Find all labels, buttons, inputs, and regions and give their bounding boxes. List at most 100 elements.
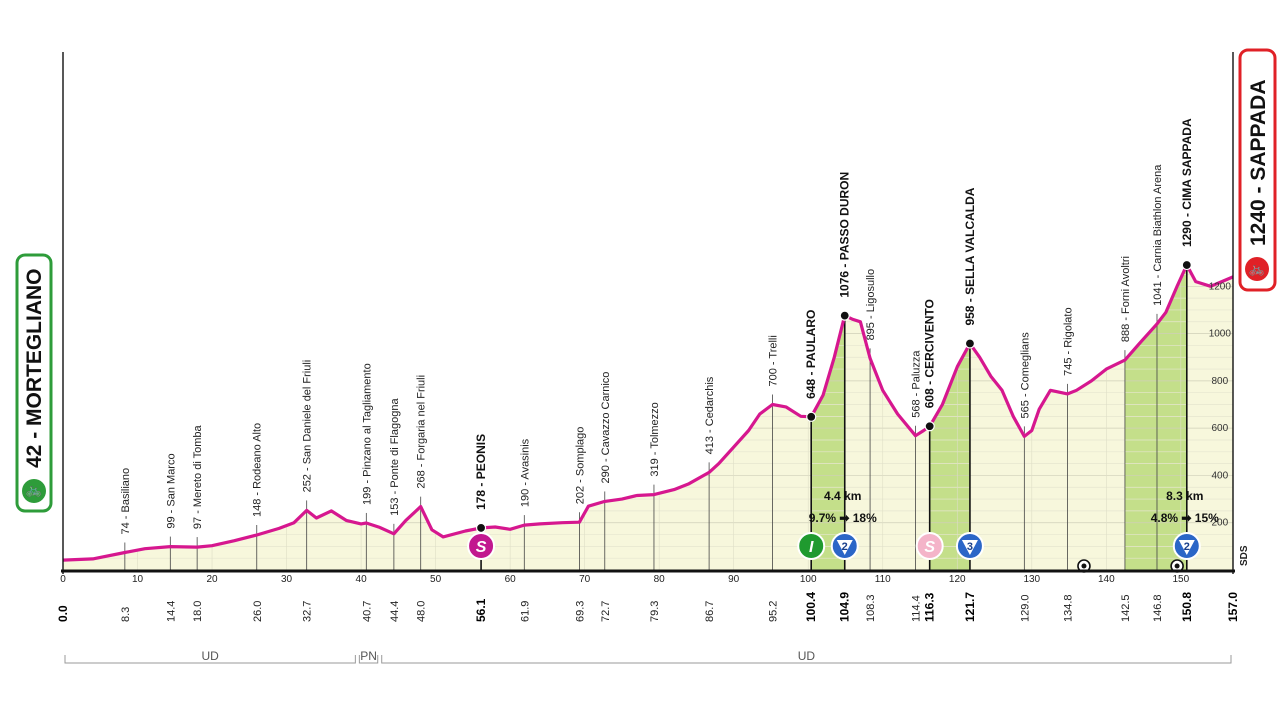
waypoint-label: 700 - Trelli: [767, 335, 779, 386]
start-cyclist-icon: [22, 479, 46, 503]
province-bracket: [358, 655, 379, 664]
intermediate-marker-label: I: [809, 539, 814, 556]
km-tick-label: 70: [579, 574, 591, 585]
sprint-marker-label: S: [924, 539, 935, 556]
waypoint-label: 958 - SELLA VALCALDA: [963, 187, 977, 325]
waypoint-label: 268 - Forgaria nel Friuli: [416, 375, 428, 489]
elevation-tick-label: 800: [1211, 376, 1228, 387]
climb-distance: 8.3 km: [1166, 489, 1203, 503]
waypoint-label: 745 - Rigolato: [1063, 307, 1075, 376]
badges-layer: 🚲 42 - MORTEGLIANO 🚲 1240 - SAPPADA: [15, 48, 1277, 513]
waypoint-label: 648 - PAULARO: [804, 310, 818, 399]
waypoint-label: 895 - Ligosullo: [865, 269, 877, 341]
waypoint-km-label: 26.0: [252, 601, 264, 622]
waypoint-label: 153 - Ponte di Flagogna: [389, 398, 401, 516]
waypoint-label: 74 - Basiliano: [120, 468, 132, 535]
waypoint-km-label: 146.8: [1152, 594, 1164, 622]
waypoint-label: 178 - PEONIS: [474, 434, 488, 510]
waypoint-dot: [839, 310, 850, 321]
km-tick-label: 60: [505, 574, 517, 585]
climb-shaded-area: [1124, 265, 1187, 570]
waypoint-labels-layer: 74 - Basiliano 99 - San Marco 97 - Mereto …: [120, 118, 1194, 534]
waypoint-dot: [964, 338, 976, 349]
province-label: UD: [202, 649, 220, 663]
waypoint-label: 1076 - PASSO DURON: [838, 172, 852, 298]
waypoint-label: 413 - Cedarchis: [704, 376, 716, 454]
waypoint-label: 1290 - CIMA SAPPADA: [1180, 118, 1194, 247]
climb-shaded-area: [929, 343, 970, 570]
finish-cyclist-icon: [1245, 257, 1269, 281]
province-bracket: [64, 655, 356, 664]
waypoint-label: 97 - Mereto di Tomba: [192, 424, 204, 529]
km-tick-label: 10: [132, 574, 144, 585]
gpm-triangle: [961, 540, 978, 555]
waypoint-label: 199 - Pinzano al Tagliamento: [361, 363, 373, 505]
waypoint-label: 565 - Comeglians: [1019, 332, 1031, 419]
waypoint-km-label: 121.7: [963, 592, 977, 622]
start-badge-frame: [15, 253, 53, 513]
waypoint-km-label: 116.3: [923, 592, 937, 622]
waypoint-km-label: 129.0: [1019, 594, 1031, 622]
km-tick-label: 0: [60, 574, 66, 585]
finish-badge-frame: [1238, 48, 1277, 292]
elevation-tick-label: 1200: [1209, 281, 1232, 292]
waypoint-km-label: 40.7: [361, 601, 373, 622]
gpm-category: 3: [967, 541, 973, 553]
waypoint-label: 1041 - Carnia Biathlon Arena: [1152, 164, 1164, 306]
profile-fill-layer: [63, 265, 1233, 570]
province-label: UD: [798, 649, 816, 663]
finish-km-label: 157.0: [1226, 592, 1240, 622]
tunnel-icon-core: [1081, 563, 1087, 569]
waypoint-dot: [806, 411, 817, 422]
gpm-triangle: [836, 540, 853, 555]
km-tick-label: 30: [281, 574, 293, 585]
km-tick-label: 40: [356, 574, 368, 585]
waypoint-km-label: 86.7: [704, 601, 716, 622]
waypoint-label: 568 - Paluzza: [911, 350, 923, 418]
waypoint-label: 99 - San Marco: [165, 453, 177, 528]
finish-label: 1240 - SAPPADA: [1247, 79, 1270, 246]
waypoint-km-label: 69.3: [574, 601, 586, 622]
waypoint-dot: [1181, 259, 1192, 271]
climb-gradient: 4.8% ➡ 15%: [1151, 511, 1219, 525]
profile-line-layer: [62, 263, 1234, 562]
waypoint-label: 252 - San Daniele del Friuli: [302, 360, 314, 493]
waypoint-label: 888 - Forni Avoltri: [1120, 256, 1132, 342]
start-km-label: 0.0: [56, 605, 70, 622]
tunnel-icon-core: [1174, 563, 1180, 569]
start-badge: 🚲 42 - MORTEGLIANO: [15, 253, 53, 513]
waypoint-label: 148 - Rodeano Alto: [252, 423, 264, 517]
waypoint-km-label: 72.7: [600, 601, 612, 622]
km-tick-label: 80: [654, 574, 666, 585]
km-tick-label: 50: [430, 574, 442, 585]
km-tick-label: 100: [800, 574, 817, 585]
waypoint-km-label: 104.9: [838, 592, 852, 622]
start-label: 42 - MORTEGLIANO: [23, 268, 46, 468]
km-tick-label: 90: [728, 574, 740, 585]
waypoint-km-label: 108.3: [865, 594, 877, 622]
waypoint-km-label: 44.4: [389, 601, 401, 622]
km-tick-label: 20: [206, 574, 218, 585]
waypoint-label: 290 - Cavazzo Carnico: [600, 372, 612, 484]
waypoint-km-label: 150.8: [1180, 592, 1194, 622]
waypoint-km-label: 142.5: [1120, 594, 1132, 622]
waypoint-km-label: 14.4: [165, 601, 177, 622]
waypoint-km-label: 56.1: [474, 598, 488, 622]
elevation-tick-label: 400: [1211, 470, 1228, 481]
km-tick-label: 140: [1098, 574, 1115, 585]
waypoint-dot: [475, 522, 487, 534]
sds-label: SDS: [1239, 545, 1250, 566]
waypoint-label: 319 - Tolmezzo: [649, 402, 661, 476]
waypoint-km-label: 95.2: [767, 601, 779, 622]
waypoint-km-label: 8.3: [120, 607, 132, 622]
waypoint-km-label: 32.7: [302, 601, 314, 622]
gpm-category: 2: [1184, 541, 1190, 553]
waypoint-label: 608 - CERCIVENTO: [923, 299, 937, 408]
waypoint-km-label: 61.9: [519, 601, 531, 622]
waypoint-km-label: 79.3: [649, 601, 661, 622]
finish-badge: 🚲 1240 - SAPPADA: [1238, 48, 1277, 292]
elevation-tick-label: 600: [1211, 423, 1228, 434]
waypoint-label: 190 - Avasinis: [519, 438, 531, 507]
